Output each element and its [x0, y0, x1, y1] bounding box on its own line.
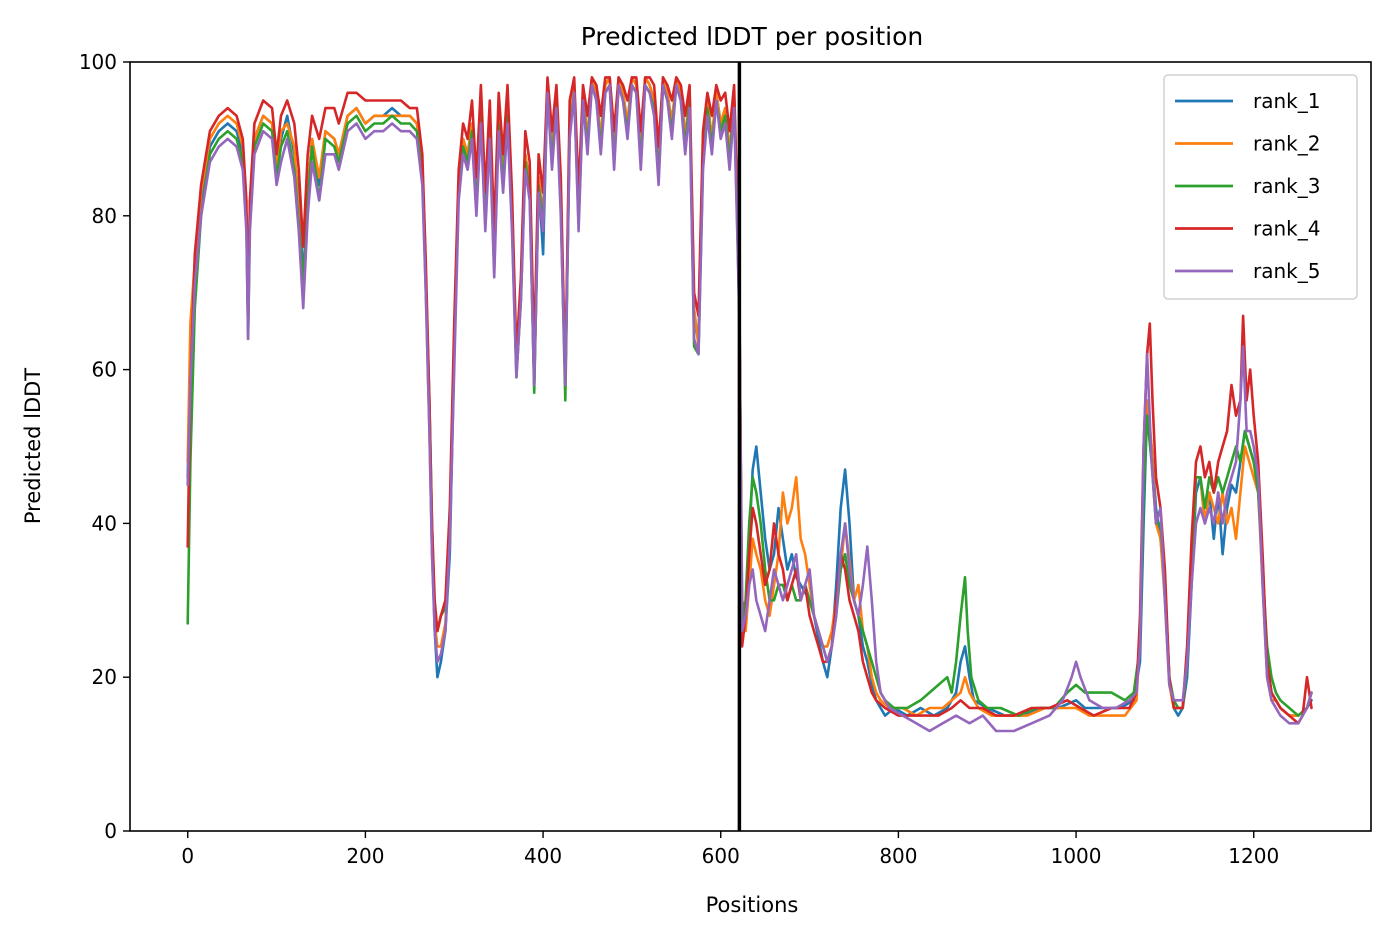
x-axis-title: Positions: [706, 893, 799, 917]
legend-label-rank_3: rank_3: [1253, 174, 1320, 198]
x-tick-label: 1200: [1228, 844, 1279, 868]
series-line-rank_2: [186, 76, 1313, 717]
legend-label-rank_2: rank_2: [1253, 132, 1320, 156]
y-tick-label: 20: [92, 665, 117, 689]
series-line-rank_5: [186, 83, 1313, 733]
x-tick-label: 600: [702, 844, 740, 868]
series-line-rank_4: [186, 76, 1313, 725]
series-line-rank_3: [186, 83, 1313, 717]
x-tick-label: 200: [346, 844, 384, 868]
series-line-rank_1: [186, 76, 1313, 717]
plot-frame: [129, 61, 1372, 832]
x-tick-label: 400: [524, 844, 562, 868]
y-tick-label: 40: [92, 511, 117, 535]
legend-label-rank_5: rank_5: [1253, 259, 1320, 283]
y-tick-label: 80: [92, 204, 117, 228]
y-tick-label: 0: [104, 819, 117, 843]
legend-box: [1163, 74, 1358, 300]
x-tick-label: 0: [181, 844, 194, 868]
y-axis-title: Predicted lDDT: [21, 368, 45, 524]
legend-label-rank_1: rank_1: [1253, 89, 1320, 113]
x-axis: 0 200 400 600 800 1000 1200: [181, 831, 1279, 868]
y-axis: 0 20 40 60 80 100: [79, 50, 130, 843]
y-tick-label: 100: [79, 50, 117, 74]
legend-label-rank_4: rank_4: [1253, 217, 1320, 241]
plot-lines: [186, 76, 1313, 733]
chart-title: Predicted lDDT per position: [581, 22, 923, 51]
x-tick-label: 800: [879, 844, 917, 868]
y-tick-label: 60: [92, 358, 117, 382]
x-tick-label: 1000: [1051, 844, 1102, 868]
legend: rank_1 rank_2 rank_3 rank_4 rank_5: [1163, 74, 1358, 300]
